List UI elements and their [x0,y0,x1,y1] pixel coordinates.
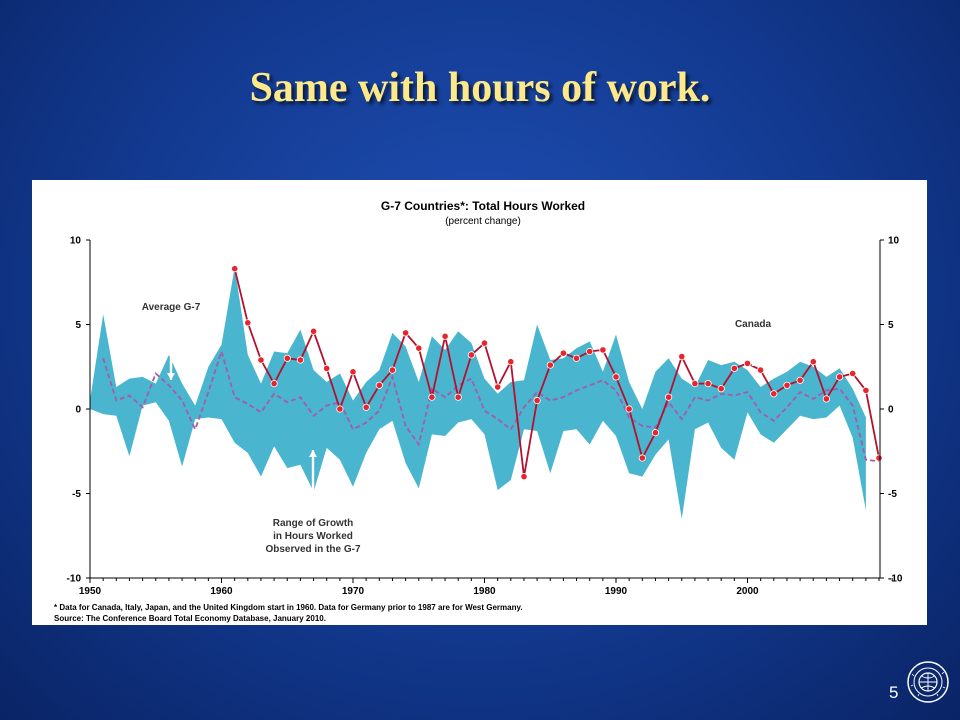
canada-point [533,396,541,405]
canada-point [599,346,607,354]
canada-point [664,393,673,401]
canada-label: Canada [735,319,772,330]
canada-point [743,359,752,367]
plot-area [90,265,883,519]
canada-point [257,356,265,364]
canada-point [756,366,765,374]
canada-point [520,472,528,481]
canada-point [231,265,239,273]
canada-point [862,386,870,394]
canada-point [572,354,581,362]
annotations: Average G-7 Canada Range of Growth in Ho… [142,302,772,555]
canada-point [678,352,686,361]
canada-point [638,454,646,462]
x-tick-label: 1990 [605,586,628,597]
range-arrow [309,450,317,512]
average-arrow-head [167,373,175,380]
canada-point [467,351,475,359]
canada-point [796,376,804,384]
canada-line [233,268,880,477]
canada-point [559,349,568,357]
page-number: 5 [889,683,899,702]
y-tick-label-left: 5 [75,320,81,331]
y-tick-label-left: 0 [75,405,81,416]
canada-point [875,454,883,462]
imf-seal-icon [907,661,949,703]
canada-point [362,403,370,411]
canada-point [415,344,423,352]
average-arrow [167,318,175,380]
canada-point [428,393,436,401]
x-tick-label: 1970 [342,586,365,597]
chart-subtitle: (percent change) [445,216,521,227]
canada-point [546,361,554,369]
range-arrow-head [309,450,317,457]
canada-point [441,332,449,340]
canada-point [349,368,357,376]
x-tick-label: 2000 [736,586,759,597]
canada-point [494,383,502,391]
canada-point [849,369,857,378]
canada-point [454,393,462,401]
canada-point [296,356,304,364]
y-tick-label-right: 0 [888,405,894,416]
range-label-line1: Range of Growth [273,518,354,529]
canada-point [691,379,699,388]
chart-title: G-7 Countries*: Total Hours Worked [381,199,585,213]
x-tick-label: 1980 [473,586,496,597]
canada-point [717,385,725,393]
canada-arrow [749,334,757,366]
canada-point [822,395,831,403]
canada-point [651,429,660,437]
canada-point [507,358,515,366]
y-tick-label-left: -10 [67,574,82,585]
canada-point [480,339,489,347]
range-label-line3: Observed in the G-7 [265,544,360,555]
canada-point [283,354,291,362]
chart-footnote: * Data for Canada, Italy, Japan, and the… [54,603,523,612]
canada-point [323,364,331,372]
y-tick-label-right: 5 [888,320,894,331]
canada-point [586,347,594,356]
canada-point [730,364,739,372]
average-g7-line [102,348,880,463]
canada-point [336,405,344,413]
canada-point [270,379,278,388]
canada-point [375,381,383,389]
canada-point [770,390,778,398]
y-tick-label-left: -5 [72,489,81,500]
canada-point [835,373,844,381]
average-label: Average G-7 [142,302,201,313]
canada-arrow-head [749,359,757,366]
canada-point [401,329,410,337]
canada-point [625,405,633,413]
canada-point [809,358,817,366]
chart-source: Source: The Conference Board Total Econo… [54,614,326,623]
canada-point [783,381,791,389]
canada-point [704,379,712,388]
canada-point [388,366,396,374]
canada-point [244,319,252,327]
y-tick-label-left: 10 [70,236,82,247]
x-tick-label: 1950 [79,586,102,597]
x-tick-label: 1960 [210,586,233,597]
range-label-line2: in Hours Worked [273,531,353,542]
y-tick-label-right: -5 [888,489,897,500]
y-tick-label-right: 10 [888,236,900,247]
canada-point [612,373,620,381]
y-tick-label-right: -10 [888,574,903,585]
canada-point [309,327,318,335]
slide-title: Same with hours of work. [249,65,711,111]
